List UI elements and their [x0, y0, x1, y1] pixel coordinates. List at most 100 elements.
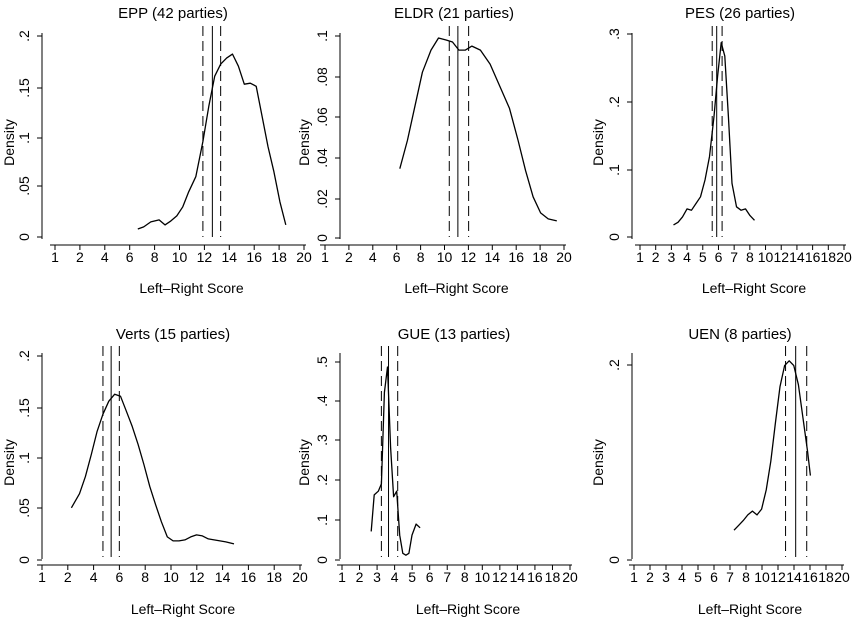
panel-title: UEN (8 parties) [688, 326, 791, 343]
x-tick-label: 2 [646, 569, 654, 585]
x-tick-label: 2 [76, 249, 84, 265]
y-tick-label: .2 [16, 350, 32, 362]
x-tick-label: 5 [694, 569, 702, 585]
y-tick-label: .1 [314, 514, 330, 526]
x-tick-label: 10 [754, 569, 770, 585]
y-tick-label: .4 [314, 395, 330, 407]
x-tick-label: 16 [805, 249, 821, 265]
y-tick-label: .02 [314, 189, 330, 209]
x-tick-label: 7 [726, 569, 734, 585]
x-tick-label: 10 [758, 249, 774, 265]
x-tick-label: 12 [773, 249, 789, 265]
panel-title: Verts (15 parties) [116, 326, 230, 343]
x-tick-label: 18 [821, 249, 837, 265]
x-tick-label: 12 [770, 569, 786, 585]
y-tick-label: .2 [16, 30, 32, 42]
x-tick-label: 12 [197, 249, 213, 265]
y-tick-label: 0 [606, 233, 622, 241]
y-tick-label: .3 [606, 28, 622, 40]
x-tick-label: 1 [630, 569, 638, 585]
x-tick-label: 16 [802, 569, 818, 585]
density-curve [370, 366, 421, 556]
x-tick-label: 8 [417, 249, 425, 265]
panel-title: GUE (13 parties) [398, 326, 511, 343]
x-tick-label: 16 [527, 569, 543, 585]
density-curve [399, 37, 557, 222]
x-tick-label: 16 [241, 569, 257, 585]
y-tick-label: .2 [606, 359, 622, 371]
panel-title: EPP (42 parties) [118, 5, 228, 22]
x-tick-label: 3 [662, 569, 670, 585]
x-tick-label: 5 [699, 249, 707, 265]
y-tick-label: .06 [314, 107, 330, 127]
x-axis-label: Left–Right Score [698, 601, 802, 617]
x-tick-label: 18 [545, 569, 561, 585]
x-tick-label: 1 [321, 249, 329, 265]
x-tick-label: 20 [562, 569, 578, 585]
x-tick-label: 1 [38, 569, 46, 585]
x-tick-label: 7 [443, 569, 451, 585]
x-tick-label: 4 [90, 569, 98, 585]
y-tick-label: .08 [314, 67, 330, 87]
y-tick-label: .15 [16, 398, 32, 418]
x-tick-label: 10 [437, 249, 453, 265]
x-tick-label: 16 [246, 249, 262, 265]
y-axis-label: Density [296, 439, 312, 486]
x-tick-label: 4 [683, 249, 691, 265]
x-tick-label: 8 [151, 249, 159, 265]
x-axis-label: Left–Right Score [416, 601, 520, 617]
x-axis-label: Left–Right Score [139, 280, 243, 296]
x-tick-label: 12 [492, 569, 508, 585]
density-curve [733, 360, 812, 531]
x-tick-label: 18 [532, 249, 548, 265]
panel-title: ELDR (21 parties) [394, 5, 514, 22]
x-tick-label: 20 [292, 569, 308, 585]
y-tick-label: 0 [16, 556, 32, 564]
x-tick-label: 2 [64, 569, 72, 585]
x-tick-label: 14 [510, 569, 526, 585]
y-axis-label: Density [1, 439, 17, 486]
y-tick-label: .05 [16, 498, 32, 518]
x-axis-label: Left–Right Score [702, 280, 806, 296]
x-axis-label: Left–Right Score [404, 280, 508, 296]
y-tick-label: .5 [314, 356, 330, 368]
x-tick-label: 6 [715, 249, 723, 265]
y-tick-label: .04 [314, 148, 330, 168]
y-tick-label: 0 [314, 556, 330, 564]
x-tick-label: 14 [789, 249, 805, 265]
x-tick-label: 14 [786, 569, 802, 585]
panel-title: PES (26 parties) [685, 5, 795, 22]
x-tick-label: 10 [172, 249, 188, 265]
x-tick-label: 6 [116, 569, 124, 585]
x-tick-label: 4 [391, 569, 399, 585]
x-tick-label: 6 [393, 249, 401, 265]
x-tick-label: 6 [426, 569, 434, 585]
x-tick-label: 10 [163, 569, 179, 585]
x-tick-label: 18 [818, 569, 834, 585]
x-tick-label: 6 [710, 569, 718, 585]
y-tick-label: 0 [314, 234, 330, 242]
y-tick-label: .2 [314, 474, 330, 486]
x-tick-label: 3 [667, 249, 675, 265]
y-axis-label: Density [590, 119, 606, 166]
y-tick-label: .15 [16, 78, 32, 98]
y-tick-label: 0 [16, 233, 32, 241]
x-tick-label: 16 [508, 249, 524, 265]
x-tick-label: 3 [373, 569, 381, 585]
x-axis-label: Left–Right Score [131, 601, 235, 617]
y-tick-label: .2 [606, 96, 622, 108]
y-axis-label: Density [590, 439, 606, 486]
y-tick-label: .1 [606, 164, 622, 176]
x-tick-label: 5 [408, 569, 416, 585]
y-tick-label: 0 [606, 556, 622, 564]
x-tick-label: 14 [485, 249, 501, 265]
x-tick-label: 20 [836, 249, 852, 265]
x-tick-label: 2 [345, 249, 353, 265]
x-tick-label: 1 [338, 569, 346, 585]
x-tick-label: 2 [652, 249, 660, 265]
x-tick-label: 14 [215, 569, 231, 585]
y-tick-label: .3 [314, 434, 330, 446]
y-axis-label: Density [296, 119, 312, 166]
x-tick-label: 6 [126, 249, 134, 265]
x-tick-label: 8 [746, 249, 754, 265]
